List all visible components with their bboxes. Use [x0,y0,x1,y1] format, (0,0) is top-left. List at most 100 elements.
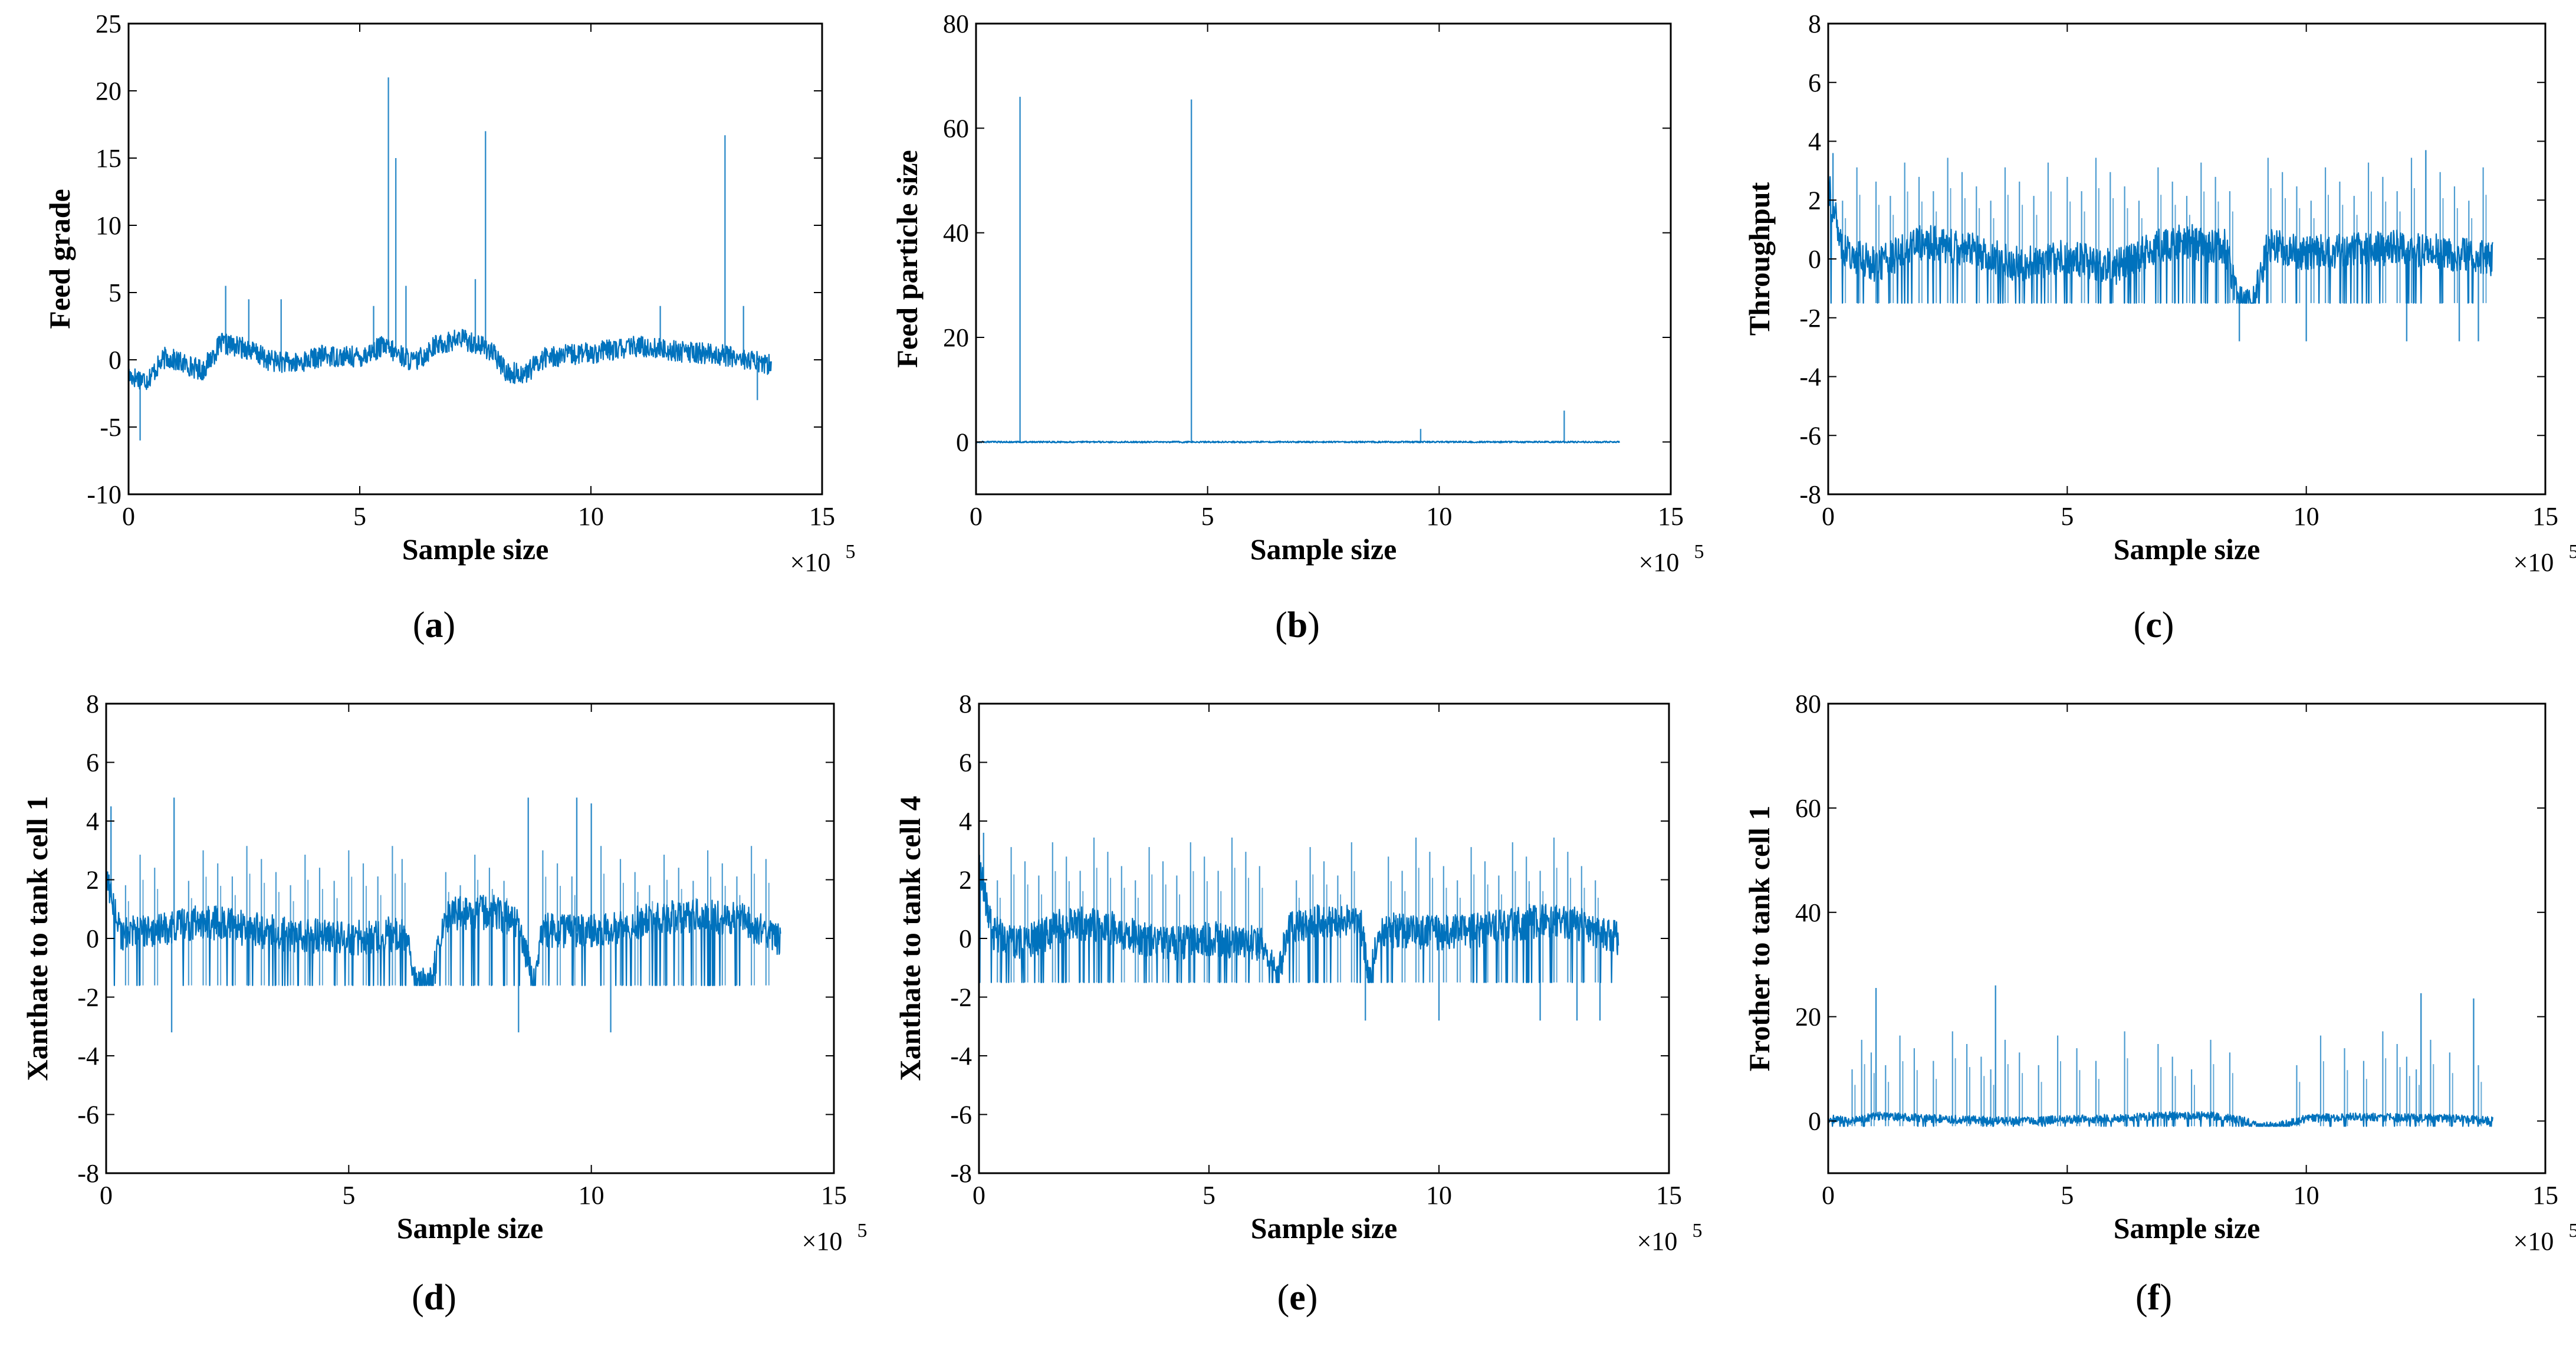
xtick-label-d-2: 10 [579,1181,604,1210]
xtick-label-f-0: 0 [1822,1181,1835,1210]
ytick-label-d-4: 0 [86,924,99,953]
xtick-label-c-0: 0 [1822,502,1835,531]
axes-frame-f [1827,702,2547,1174]
ytick-label-c-4: 0 [1808,245,1821,274]
chart-panel-d: -8 -6 -4 -2 0 2 4 6 8 0 5 10 15 Sample size Xanthate t… [21,690,868,1318]
xtick-label-d-3: 15 [821,1181,847,1210]
ytick-label-c-6: 4 [1808,127,1821,156]
ytick-label-e-8: 8 [959,690,972,718]
xtick-label-c-2: 10 [2294,502,2319,531]
ytick-label-b-0: 0 [956,428,969,457]
ytick-label-d-1: -6 [77,1101,99,1130]
xtick-label-a-1: 5 [353,502,366,531]
ytick-label-a-6: 20 [96,77,121,106]
x-multiplier-b: ×10 [1639,548,1680,577]
panel-label-c: (c) [2134,605,2174,645]
ytick-label-a-0: -10 [87,480,121,509]
x-multiplier-exp-a: 5 [846,541,856,563]
ytick-label-f-2: 40 [1795,898,1821,927]
x-multiplier-exp-e: 5 [1693,1220,1703,1242]
xlabel-b: Sample size [1250,533,1397,566]
series-line-b [975,440,1620,444]
panel-label-d: (d) [412,1278,456,1318]
panel-label-a: (a) [413,605,455,645]
ytick-label-a-7: 25 [96,9,121,38]
xtick-label-c-3: 15 [2532,502,2558,531]
ytick-label-e-2: -4 [950,1042,972,1071]
xlabel-e: Sample size [1251,1212,1398,1245]
xtick-label-a-0: 0 [122,502,135,531]
ytick-label-d-6: 4 [86,807,99,836]
x-multiplier-exp-f: 5 [2569,1220,2576,1242]
ylabel-d: Xanthate to tank cell 1 [21,796,54,1081]
ytick-label-b-1: 20 [943,323,969,352]
chart-panel-a: -10 -5 0 5 10 15 20 25 0 5 10 15 Sample size Feed gra… [43,9,856,645]
ytick-label-c-8: 8 [1808,9,1821,38]
x-multiplier-f: ×10 [2513,1227,2554,1256]
ytick-label-c-7: 6 [1808,68,1821,97]
x-multiplier-exp-b: 5 [1694,541,1704,563]
xlabel-d: Sample size [397,1212,544,1245]
ytick-label-e-0: -8 [950,1159,972,1188]
ytick-label-b-4: 80 [943,9,969,38]
ytick-label-e-6: 4 [959,807,972,836]
x-multiplier-e: ×10 [1637,1227,1678,1256]
panel-label-f: (f) [2135,1278,2172,1318]
ytick-label-c-5: 2 [1808,186,1821,215]
ylabel-c: Throughput [1743,182,1776,336]
xtick-label-f-2: 10 [2294,1181,2319,1210]
ylabel-a: Feed grade [43,189,76,329]
xtick-label-e-2: 10 [1426,1181,1452,1210]
series-line-a [127,329,772,390]
ytick-label-f-3: 60 [1795,794,1821,823]
x-multiplier-a: ×10 [790,548,831,577]
ytick-label-d-0: -8 [77,1159,99,1188]
ytick-label-e-3: -2 [950,983,972,1012]
ytick-label-e-1: -6 [950,1101,972,1130]
xtick-label-d-1: 5 [342,1181,355,1210]
ytick-label-a-2: 0 [109,346,121,375]
chart-panel-b: 0 20 40 60 80 0 5 10 15 Sample size Feed particle … [891,9,1704,645]
xtick-label-a-3: 15 [809,502,835,531]
axes-frame-b [975,22,1672,495]
ylabel-f: Frother to tank cell 1 [1743,806,1776,1072]
ytick-label-e-4: 0 [959,924,972,953]
x-multiplier-exp-d: 5 [857,1220,868,1242]
xtick-label-d-0: 0 [100,1181,113,1210]
ytick-label-d-3: -2 [77,983,99,1012]
xtick-label-f-1: 5 [2061,1181,2074,1210]
x-multiplier-c: ×10 [2513,548,2554,577]
xtick-label-a-2: 10 [578,502,604,531]
ytick-label-b-2: 40 [943,219,969,248]
chart-panel-e: -8 -6 -4 -2 0 2 4 6 8 0 5 10 15 Sample size Xanthate t… [893,690,1703,1318]
panel-label-b: (b) [1275,605,1320,645]
axes-frame-a [127,22,823,495]
xtick-label-b-1: 5 [1201,502,1214,531]
ytick-label-d-8: 8 [86,690,99,718]
xlabel-c: Sample size [2114,533,2260,566]
xtick-label-f-3: 15 [2532,1181,2558,1210]
xtick-label-b-0: 0 [970,502,983,531]
ylabel-e: Xanthate to tank cell 4 [893,796,926,1081]
ytick-label-f-1: 20 [1795,1003,1821,1032]
xtick-label-e-1: 5 [1202,1181,1215,1210]
ylabel-b: Feed particle size [891,150,924,367]
series-line-d [105,868,781,986]
ytick-label-d-7: 6 [86,748,99,777]
xtick-label-b-3: 15 [1658,502,1684,531]
x-multiplier-exp-c: 5 [2569,541,2576,563]
ytick-label-c-1: -6 [1799,421,1821,450]
xtick-label-e-0: 0 [972,1181,985,1210]
ytick-label-a-4: 10 [96,211,121,240]
ytick-label-d-5: 2 [86,866,99,895]
chart-panel-c: -8 -6 -4 -2 0 2 4 6 8 0 5 10 15 Sample size Throughput… [1743,9,2576,645]
ytick-label-b-3: 60 [943,114,969,143]
ytick-label-d-2: -4 [77,1042,99,1071]
ytick-label-f-0: 0 [1808,1107,1821,1136]
ytick-label-a-5: 15 [96,144,121,173]
xlabel-f: Sample size [2114,1212,2260,1245]
x-multiplier-d: ×10 [802,1227,843,1256]
ytick-label-c-3: -2 [1799,304,1821,333]
ytick-label-c-2: -4 [1799,363,1821,392]
